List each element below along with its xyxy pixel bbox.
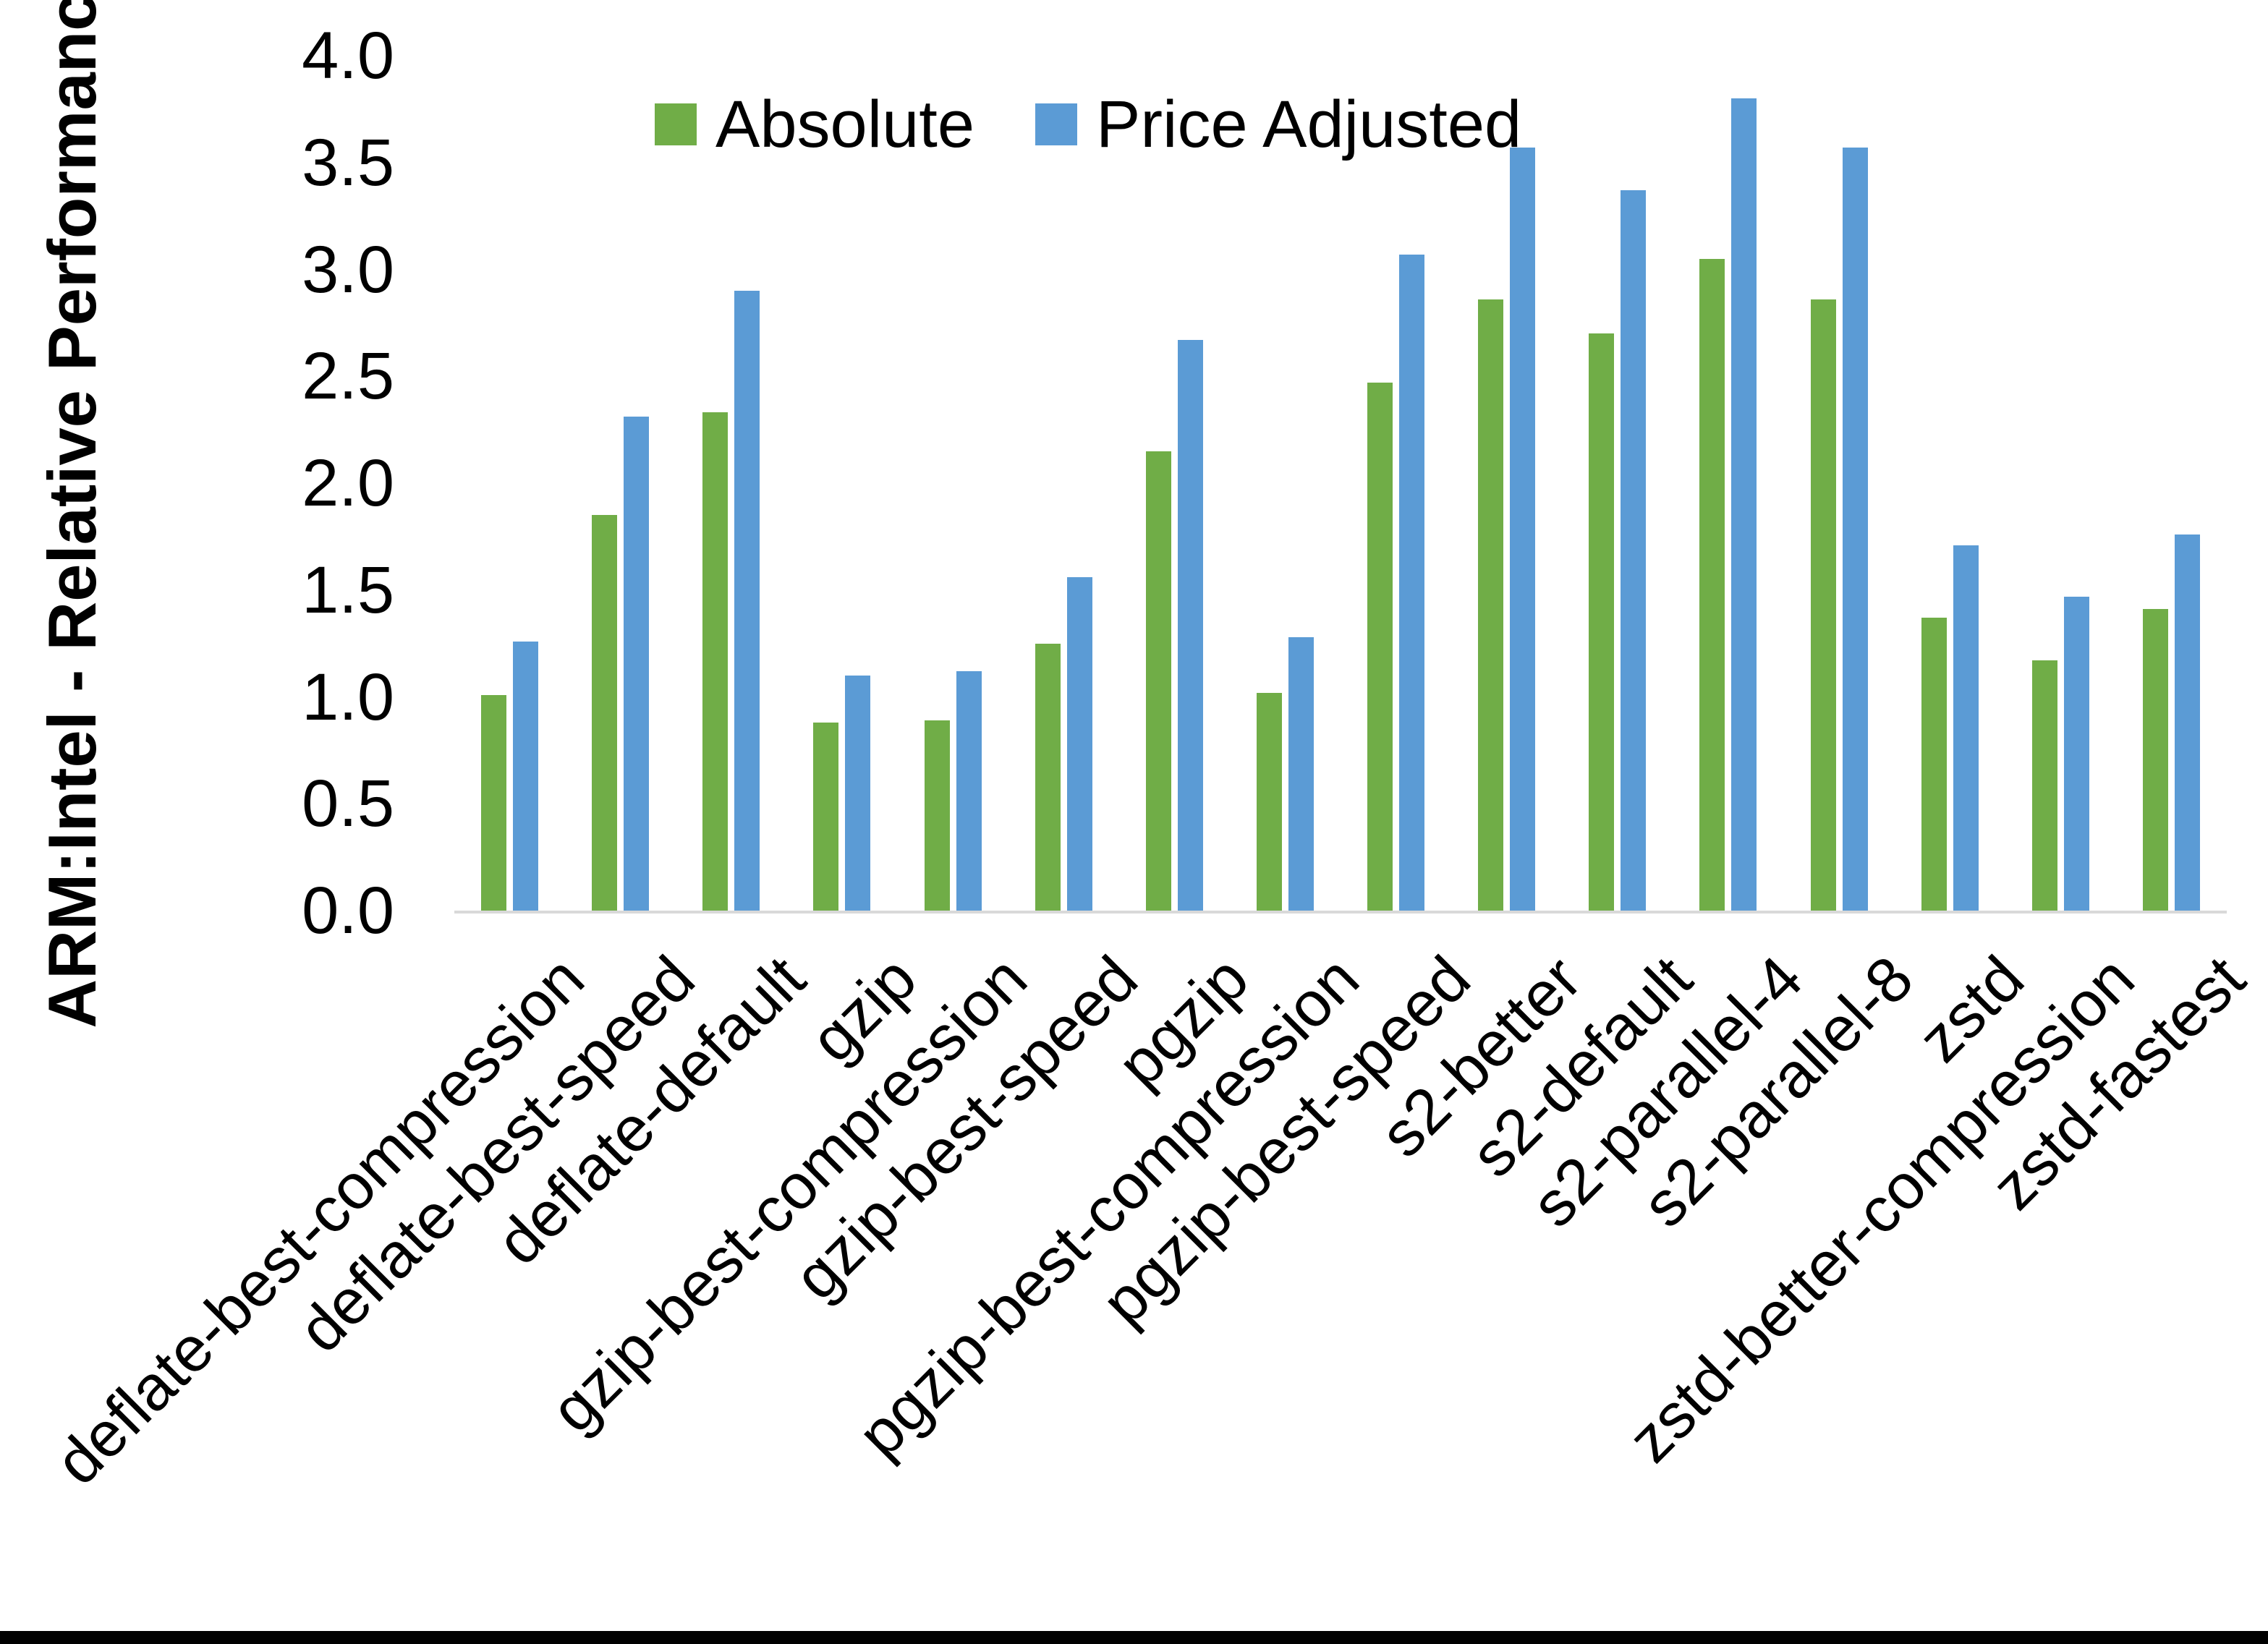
bar-price-adjusted-deflate-best-compression xyxy=(513,642,538,911)
bar-price-adjusted-s2-parallel-8 xyxy=(1843,148,1868,911)
y-tick-label: 1.0 xyxy=(302,660,394,734)
legend: Absolute Price Adjusted xyxy=(655,91,1521,158)
bar-absolute-deflate-default xyxy=(702,412,728,911)
legend-swatch-icon xyxy=(655,103,697,145)
bar-price-adjusted-deflate-best-speed xyxy=(624,417,649,911)
bar-price-adjusted-gzip-best-speed xyxy=(1067,577,1092,911)
bar-absolute-gzip-best-compression xyxy=(925,720,950,911)
bar-price-adjusted-s2-better xyxy=(1510,148,1535,911)
legend-item-price-adjusted: Price Adjusted xyxy=(1035,91,1521,158)
y-tick-label: 4.0 xyxy=(302,19,394,93)
bar-price-adjusted-pgzip xyxy=(1178,340,1203,911)
bar-absolute-s2-better xyxy=(1478,299,1503,911)
y-tick-label: 2.0 xyxy=(302,446,394,520)
y-tick-label: 1.5 xyxy=(302,553,394,627)
bar-absolute-gzip xyxy=(813,723,838,911)
bar-absolute-s2-parallel-8 xyxy=(1811,299,1836,911)
legend-label: Absolute xyxy=(715,88,975,161)
y-tick-label: 0.0 xyxy=(302,874,394,947)
bar-absolute-s2-parallel-4 xyxy=(1699,259,1725,911)
legend-label: Price Adjusted xyxy=(1096,88,1522,161)
bar-price-adjusted-zstd-fastest xyxy=(2175,534,2200,911)
y-axis-title: ARM:Intel - Relative Performance xyxy=(34,0,110,1028)
bar-price-adjusted-s2-default xyxy=(1621,190,1646,911)
y-tick-label: 3.0 xyxy=(302,232,394,307)
bar-absolute-pgzip-best-speed xyxy=(1367,383,1393,911)
bar-price-adjusted-gzip xyxy=(845,676,870,911)
bar-price-adjusted-gzip-best-compression xyxy=(956,671,982,911)
bar-price-adjusted-zstd xyxy=(1953,545,1979,911)
bar-price-adjusted-pgzip-best-compression xyxy=(1288,637,1314,911)
y-tick-label: 3.5 xyxy=(302,125,394,200)
bar-price-adjusted-zstd-better-compression xyxy=(2064,597,2089,911)
bar-absolute-zstd xyxy=(1921,618,1947,911)
bar-absolute-gzip-best-speed xyxy=(1035,644,1061,911)
bar-absolute-zstd-better-compression xyxy=(2032,660,2057,911)
bar-absolute-pgzip-best-compression xyxy=(1257,693,1282,911)
legend-item-absolute: Absolute xyxy=(655,91,974,158)
bar-absolute-zstd-fastest xyxy=(2143,609,2168,911)
bar-price-adjusted-deflate-default xyxy=(734,291,760,911)
bar-absolute-deflate-best-compression xyxy=(481,695,506,911)
bar-absolute-pgzip xyxy=(1146,451,1171,911)
bar-price-adjusted-s2-parallel-4 xyxy=(1731,98,1757,911)
bar-absolute-s2-default xyxy=(1589,333,1614,911)
legend-swatch-icon xyxy=(1035,103,1078,145)
bottom-border xyxy=(0,1631,2268,1644)
bar-absolute-deflate-best-speed xyxy=(592,515,617,911)
y-tick-label: 2.5 xyxy=(302,339,394,414)
x-axis-line xyxy=(454,911,2227,913)
bar-price-adjusted-pgzip-best-speed xyxy=(1399,255,1424,911)
y-tick-label: 0.5 xyxy=(302,767,394,841)
